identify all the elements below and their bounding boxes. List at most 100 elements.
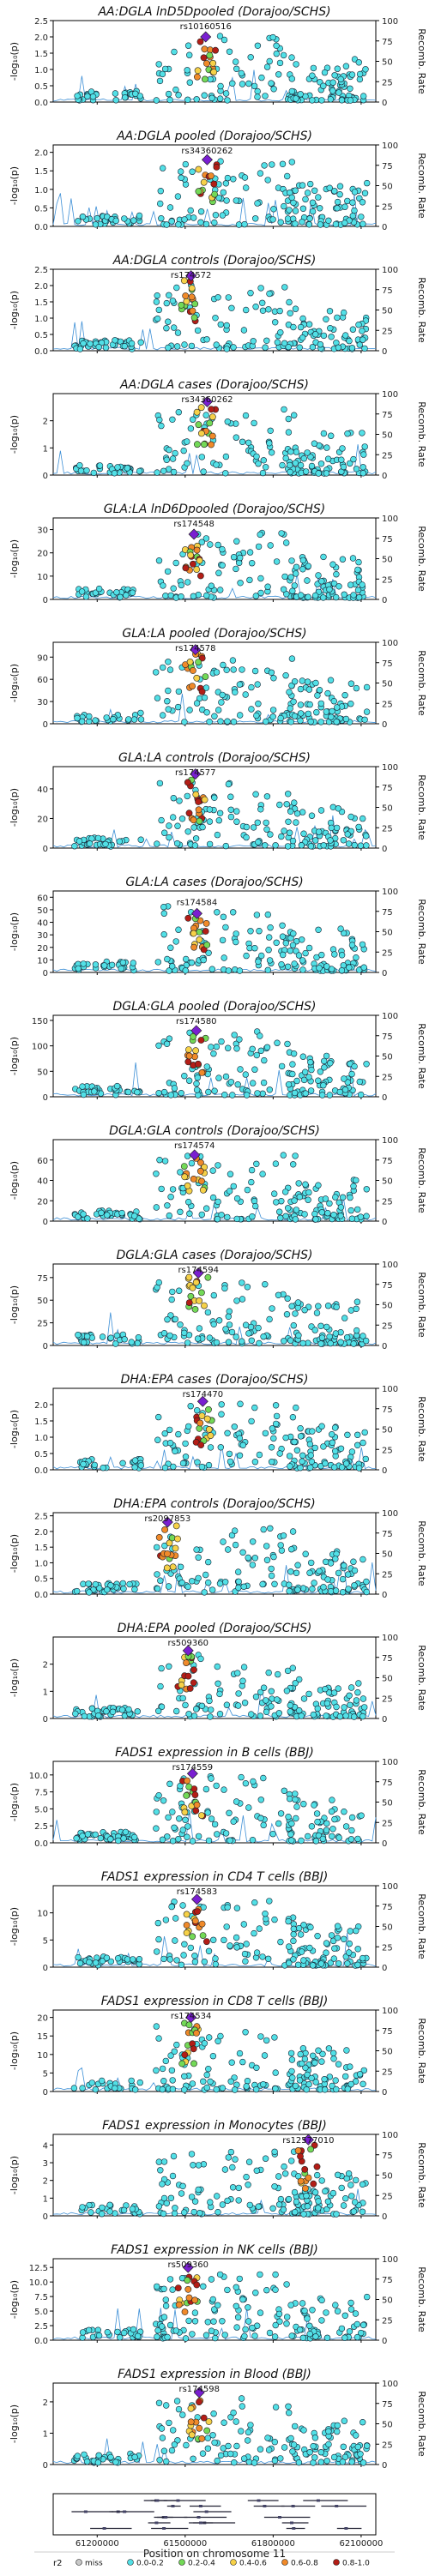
panel-1: AA:DGLA lnD5Dpooled (Dorajoo/SCHS)0.00.5…: [9, 5, 427, 108]
recomb-rate-line: [52, 1198, 377, 1221]
snp-point: [364, 179, 371, 187]
right-tick-label: 25: [382, 1321, 393, 1331]
snp-point: [307, 843, 315, 850]
snp-point: [258, 952, 265, 960]
snp-point: [208, 966, 216, 972]
right-axis-label: Recomb. Rate: [416, 1520, 427, 1586]
snp-point: [89, 93, 97, 100]
snp-point: [231, 1423, 238, 1430]
y-tick-label: 10.0: [29, 1772, 48, 1781]
snp-point: [197, 219, 204, 226]
snp-point: [339, 556, 347, 563]
gene-exon: [164, 2516, 168, 2519]
snp-point: [269, 216, 276, 223]
snp-point: [244, 1186, 251, 1194]
snp-point: [299, 2045, 307, 2052]
snp-point: [334, 65, 341, 72]
snp-point: [298, 592, 305, 599]
right-tick-label: 0: [382, 223, 387, 232]
snp-point: [178, 174, 184, 182]
right-tick-label: 100: [382, 763, 398, 773]
snp-point: [347, 2063, 353, 2070]
snp-point: [199, 2450, 207, 2457]
snp-point: [130, 716, 138, 723]
snp-point: [79, 2085, 86, 2091]
snp-point: [292, 208, 299, 214]
snp-point: [154, 840, 160, 847]
snp-point: [210, 1936, 217, 1944]
snp-point: [262, 1429, 269, 1437]
snp-point-ld: [310, 2180, 317, 2188]
snp-point: [122, 93, 129, 101]
snp-point: [317, 1322, 324, 1330]
snp-point: [317, 2459, 324, 2465]
snp-point: [219, 2318, 226, 2325]
snp-point: [356, 2071, 364, 2078]
right-tick-label: 25: [382, 1819, 393, 1828]
snp-point: [356, 341, 363, 348]
right-tick-label: 50: [382, 1675, 393, 1684]
y-axis-label: -log₁₀(p): [9, 2031, 20, 2070]
snp-point: [300, 1076, 308, 1084]
panel-2: AA:DGLA pooled (Dorajoo/SCHS)0.00.51.01.…: [9, 129, 427, 232]
gene-exon: [102, 2527, 106, 2530]
snp-point: [245, 2182, 251, 2188]
snp-point: [157, 2167, 164, 2174]
snp-point-ld: [190, 816, 197, 824]
right-tick-label: 50: [382, 2048, 393, 2057]
snp-point: [237, 580, 244, 587]
snp-point: [184, 438, 190, 445]
snp-point: [260, 1526, 267, 1533]
snp-point: [208, 2327, 215, 2334]
snp-point: [279, 933, 287, 940]
snp-point: [330, 2453, 338, 2461]
snp-point: [360, 815, 366, 822]
legend-swatch: [76, 2559, 82, 2566]
snp-point: [339, 445, 346, 452]
snp-point: [228, 304, 235, 311]
snp-point: [271, 2034, 278, 2041]
snp-point: [170, 585, 177, 592]
snp-point: [163, 299, 171, 307]
right-tick-label: 75: [382, 1032, 393, 1042]
snp-point: [155, 1089, 162, 1097]
snp-point: [221, 2419, 227, 2426]
snp-point: [303, 2086, 310, 2093]
snp-point: [163, 456, 171, 463]
snp-point: [274, 339, 281, 346]
snp-point: [271, 2183, 278, 2190]
panel-title: DGLA:GLA pooled (Dorajoo/SCHS): [113, 1000, 317, 1014]
snp-point-ld: [208, 406, 215, 413]
snp-point: [259, 469, 267, 477]
snp-point: [230, 666, 237, 673]
snp-point: [279, 160, 287, 168]
snp-point: [172, 559, 179, 567]
snp-point: [233, 1215, 240, 1223]
snp-point: [252, 304, 259, 310]
snp-point: [311, 1327, 318, 1333]
snp-point: [311, 1444, 318, 1452]
snp-point-ld: [190, 314, 198, 322]
lead-snp-label: rs10160516: [180, 22, 232, 32]
snp-point: [293, 448, 300, 455]
snp-point: [75, 1953, 82, 1961]
snp-point-ld: [195, 659, 202, 665]
snp-point-ld: [200, 2414, 208, 2422]
snp-point: [70, 2085, 78, 2091]
panel-title: FADS1 expression in CD4 T cells (BBJ): [101, 1870, 329, 1884]
snp-point: [342, 715, 350, 723]
snp-point: [299, 677, 305, 684]
snp-point: [281, 202, 287, 210]
snp-point: [302, 1090, 309, 1097]
snp-point-ld: [183, 1659, 190, 1666]
snp-point: [299, 315, 306, 322]
snp-point: [263, 793, 271, 800]
snp-point: [168, 1296, 175, 1303]
snp-point: [284, 963, 292, 971]
snp-point: [245, 80, 252, 87]
y-axis-label: -log₁₀(p): [9, 415, 20, 454]
snp-point: [245, 1330, 252, 1337]
snp-point: [237, 712, 244, 719]
snp-point-ld: [191, 1306, 199, 1313]
snp-point: [251, 1929, 257, 1937]
